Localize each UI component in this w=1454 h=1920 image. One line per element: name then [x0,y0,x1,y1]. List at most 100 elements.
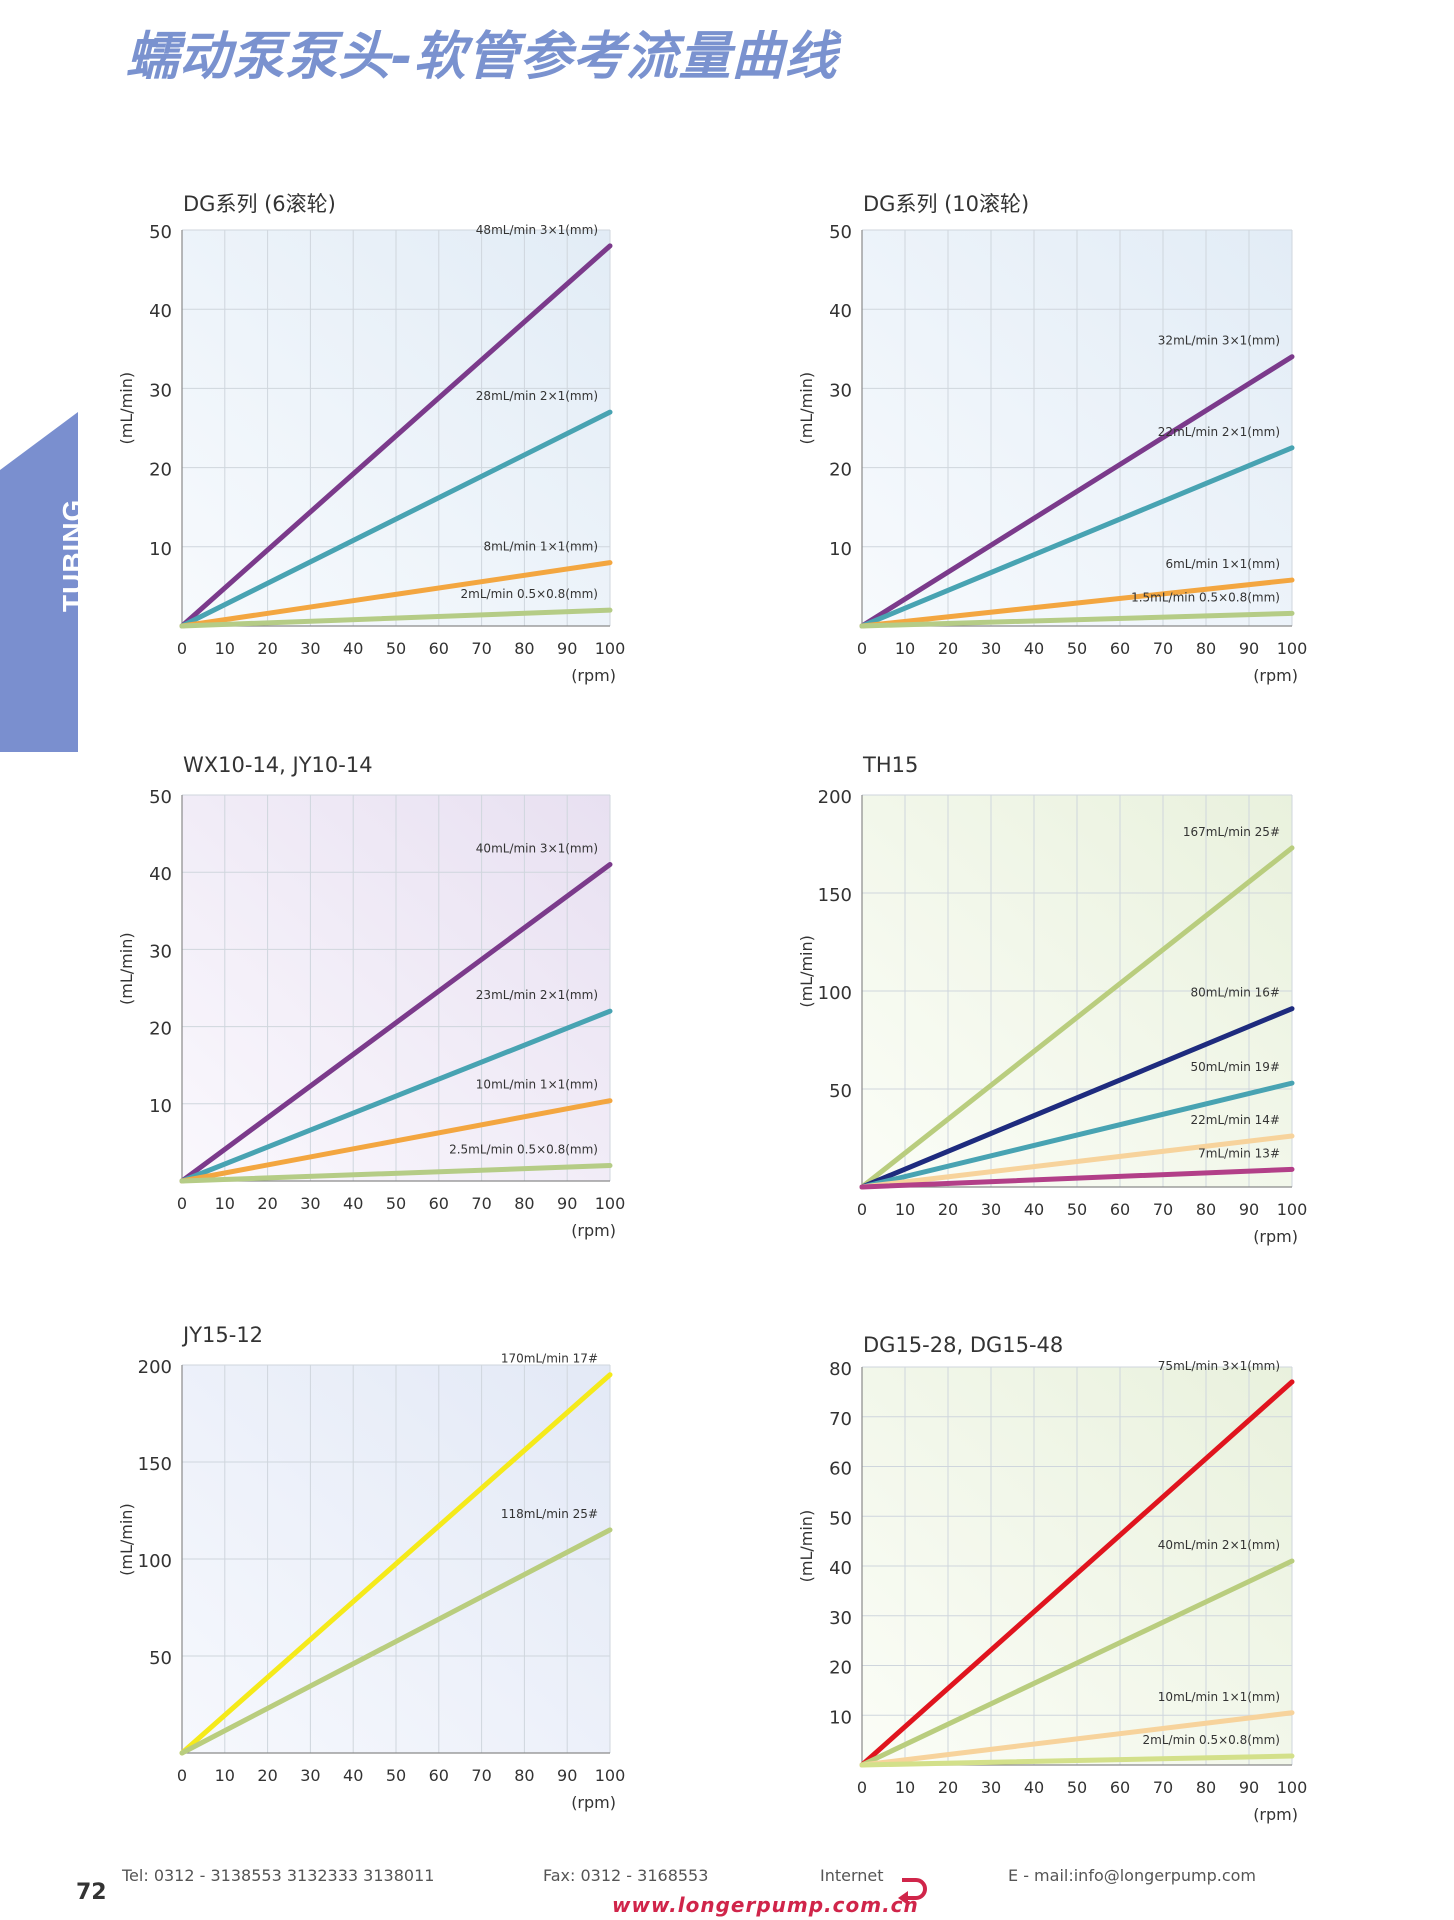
x-tick-label: 10 [895,1778,915,1797]
series-label: 1.5mL/min 0.5×0.8(mm) [1131,590,1280,604]
x-tick-label: 70 [1153,639,1173,658]
x-tick-label: 30 [981,639,1001,658]
y-tick-label: 60 [829,1459,852,1480]
y-tick-label: 10 [829,1707,852,1728]
x-tick-label: 40 [1024,1778,1044,1797]
x-tick-label: 30 [981,1200,1001,1219]
series-label: 10mL/min 1×1(mm) [1158,1690,1280,1704]
series-line [179,560,613,629]
x-axis-label: (rpm) [1253,1805,1298,1824]
series-line [859,1753,1295,1768]
x-axis-label: (rpm) [571,1793,616,1812]
y-axis-label: (mL/min) [117,372,136,445]
side-tab-shape [0,412,78,752]
y-tick-label: 10 [149,1096,172,1117]
series-label: 40mL/min 2×1(mm) [1158,1538,1280,1552]
y-tick-label: 50 [829,1081,852,1102]
series-line [859,354,1295,629]
x-tick-label: 80 [514,639,534,658]
x-tick-label: 70 [1153,1778,1173,1797]
chart-title: TH15 [863,753,919,777]
series-label: 6mL/min 1×1(mm) [1165,557,1280,571]
x-tick-label: 100 [595,1194,626,1213]
x-tick-label: 0 [177,639,187,658]
x-tick-label: 40 [1024,1200,1044,1219]
x-tick-label: 10 [895,1200,915,1219]
x-tick-label: 100 [1277,639,1308,658]
y-tick-label: 30 [829,380,852,401]
y-tick-label: 10 [829,539,852,560]
x-tick-label: 80 [514,1194,534,1213]
x-tick-label: 50 [386,1766,406,1785]
series-line [179,1098,613,1184]
x-tick-label: 90 [557,1194,577,1213]
x-tick-label: 100 [1277,1778,1308,1797]
y-tick-label: 200 [138,1357,172,1378]
series-label: 10mL/min 1×1(mm) [476,1078,598,1092]
y-tick-label: 150 [138,1454,172,1475]
x-tick-label: 40 [343,639,363,658]
series-line [179,1008,613,1184]
series-label: 80mL/min 16# [1191,986,1280,1000]
x-tick-label: 0 [857,1778,867,1797]
side-tab [0,412,78,752]
y-axis-label: (mL/min) [797,372,816,445]
x-tick-label: 70 [471,639,491,658]
x-tick-label: 60 [429,1194,449,1213]
series-line [179,861,613,1184]
series-line [859,1558,1295,1768]
series-label: 167mL/min 25# [1183,825,1280,839]
y-tick-label: 50 [829,222,852,243]
x-tick-label: 80 [1196,639,1216,658]
x-tick-label: 80 [1196,1778,1216,1797]
x-tick-label: 80 [1196,1200,1216,1219]
series-label: 170mL/min 17# [501,1352,598,1366]
x-tick-label: 60 [1110,1778,1130,1797]
y-tick-label: 150 [818,885,852,906]
x-tick-label: 10 [215,1194,235,1213]
series-line [859,845,1295,1190]
x-tick-label: 10 [215,1766,235,1785]
y-tick-label: 20 [829,460,852,481]
x-tick-label: 40 [1024,639,1044,658]
x-tick-label: 30 [300,639,320,658]
x-tick-label: 10 [215,639,235,658]
x-axis-label: (rpm) [1253,666,1298,685]
x-tick-label: 90 [1239,639,1259,658]
x-axis-label: (rpm) [1253,1227,1298,1246]
x-tick-label: 70 [1153,1200,1173,1219]
page-number: 72 [76,1880,107,1905]
y-tick-label: 50 [829,1508,852,1529]
series-line [179,607,613,629]
x-tick-label: 20 [938,1778,958,1797]
y-axis-label: (mL/min) [797,1510,816,1583]
footer-internet-label: Internet [820,1866,884,1885]
x-tick-label: 0 [177,1766,187,1785]
x-tick-label: 20 [257,639,277,658]
series-label: 2mL/min 0.5×0.8(mm) [461,587,598,601]
x-tick-label: 30 [981,1778,1001,1797]
chart-svg: 0 10 20 30 40 50 60 70 80 90 100 10 20 30 40 50 (rpm) (mL… [797,222,1308,685]
series-line [859,1166,1295,1190]
series-line [859,1006,1295,1190]
chart-title: DG系列 (10滚轮) [863,192,1030,216]
chart-svg: 0 10 20 30 40 50 60 70 80 90 100 10 20 30 40 50 60 70 80 (r… [797,1359,1308,1824]
x-tick-label: 30 [300,1766,320,1785]
series-label: 2mL/min 0.5×0.8(mm) [1143,1733,1280,1747]
y-tick-label: 100 [818,983,852,1004]
series-line [179,243,613,629]
y-tick-label: 80 [829,1359,852,1380]
x-tick-label: 90 [557,1766,577,1785]
y-tick-label: 100 [138,1551,172,1572]
x-axis-label: (rpm) [571,1221,616,1240]
x-tick-label: 70 [471,1766,491,1785]
website-link[interactable]: www.longerpump.com.cn [612,1893,919,1917]
x-tick-label: 0 [857,1200,867,1219]
chart-title: DG系列 (6滚轮) [183,192,336,216]
chart-jy15-12: JY15-12 0 10 20 30 40 50 60 70 80 90 100 50 100 150 20… [110,1315,630,1835]
series-label: 2.5mL/min 0.5×0.8(mm) [449,1143,598,1157]
y-tick-label: 50 [149,787,172,808]
y-tick-label: 50 [149,1648,172,1669]
series-label: 7mL/min 13# [1198,1146,1280,1160]
x-tick-label: 60 [1110,1200,1130,1219]
